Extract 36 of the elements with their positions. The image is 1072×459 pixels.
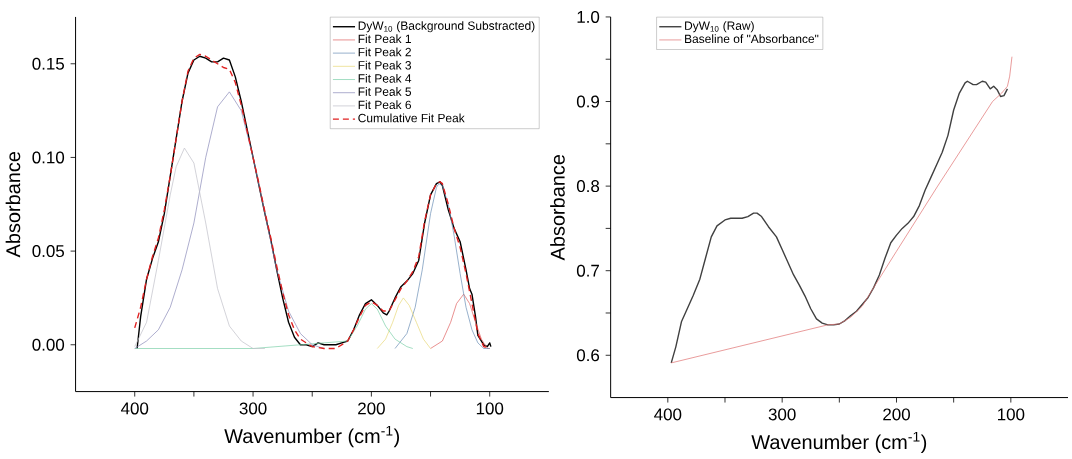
legend-label: DyW$_{10}$ (Raw) bbox=[685, 21, 754, 33]
legend-label: DyW$_{10}$ (Background Substracted) bbox=[358, 21, 535, 33]
legend-label: Baseline of "Absorbance" bbox=[685, 34, 819, 44]
y-tick-label: 1.0 bbox=[577, 11, 600, 24]
y-tick-label: 0.6 bbox=[576, 349, 600, 362]
legend-label: Fit Peak 2 bbox=[358, 47, 411, 57]
legend-label: Fit Peak 3 bbox=[358, 60, 412, 70]
x-tick-label: 300 bbox=[768, 408, 796, 421]
x-tick-label: 100 bbox=[998, 408, 1025, 421]
y-tick-label: 0.15 bbox=[32, 57, 65, 70]
legend-label: Fit Peak 6 bbox=[358, 100, 412, 110]
x-tick-label: 400 bbox=[120, 402, 149, 415]
legend-label: Fit Peak 1 bbox=[358, 34, 411, 44]
x-tick-label: 300 bbox=[239, 402, 267, 415]
line-series bbox=[134, 303, 414, 349]
y-tick-label: 0.05 bbox=[32, 245, 65, 258]
legend-label: Cumulative Fit Peak bbox=[358, 113, 465, 123]
y-axis-title: Absorbance bbox=[550, 155, 565, 261]
y-tick-label: 0.9 bbox=[576, 95, 600, 108]
line-series bbox=[394, 183, 491, 349]
y-axis-title: Absorbance bbox=[5, 152, 21, 258]
x-axis-title: Wavenumber (cm$^{-1}$) bbox=[224, 426, 400, 448]
line-series bbox=[376, 297, 431, 349]
y-tick-label: 0.00 bbox=[32, 338, 65, 351]
legend-label: Fit Peak 4 bbox=[358, 74, 412, 83]
x-tick-label: 400 bbox=[654, 408, 682, 421]
legend-label: Fit Peak 5 bbox=[358, 87, 412, 97]
y-tick-label: 0.7 bbox=[576, 264, 599, 277]
x-tick-label: 200 bbox=[883, 408, 910, 421]
line-series bbox=[134, 91, 325, 349]
y-tick-label: 0.10 bbox=[32, 151, 65, 164]
line-series bbox=[134, 147, 266, 349]
y-tick-label: 0.8 bbox=[576, 180, 600, 193]
x-tick-label: 200 bbox=[358, 402, 385, 415]
x-axis-title: Wavenumber (cm$^{-1}$) bbox=[751, 432, 927, 454]
x-tick-label: 100 bbox=[476, 402, 504, 415]
